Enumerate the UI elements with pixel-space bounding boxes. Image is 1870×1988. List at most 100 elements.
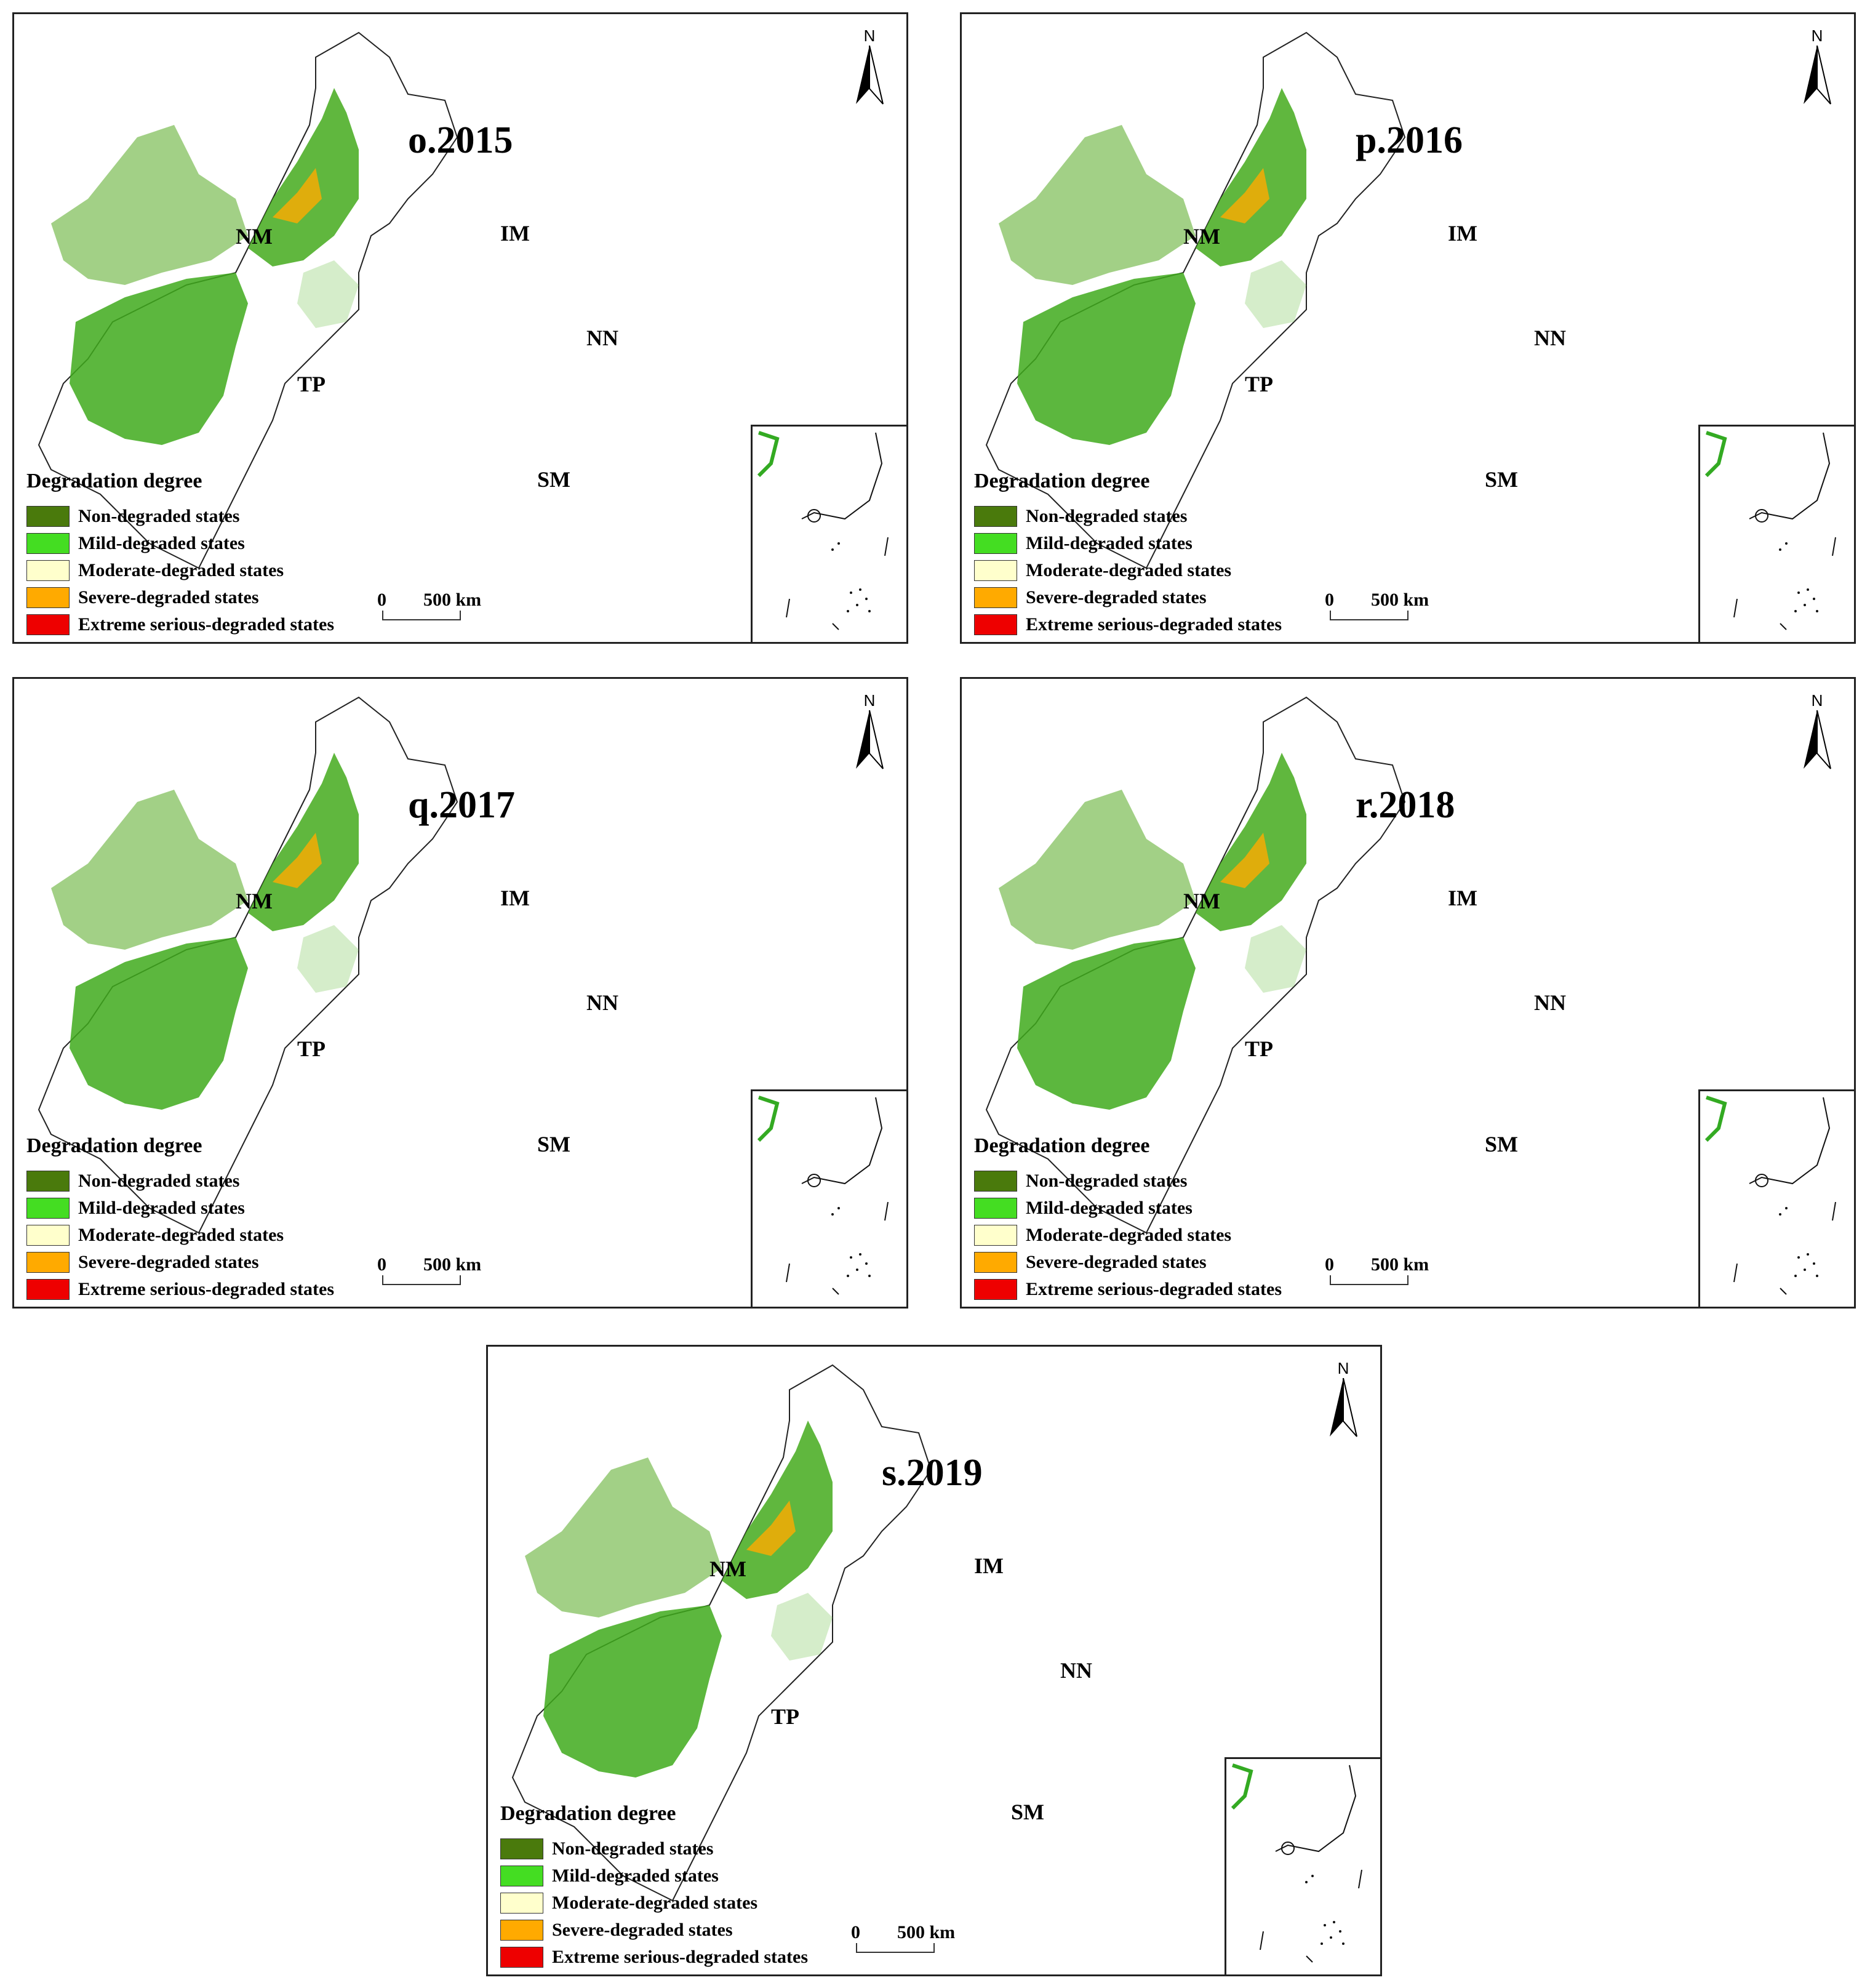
region-label-tp: TP — [1245, 372, 1274, 396]
scale-end: 500 — [423, 1254, 451, 1275]
map-panel-3: r.2018 NM IM NN TP SM Degradation degree… — [960, 677, 1856, 1309]
scale-start: 0 — [377, 1254, 386, 1275]
legend-title: Degradation degree — [26, 470, 202, 492]
legend-swatch — [26, 1171, 70, 1192]
legend-item: Non-degraded states — [974, 1168, 1282, 1195]
legend-title: Degradation degree — [500, 1802, 676, 1825]
legend-swatch — [974, 614, 1017, 635]
panel-title: r.2018 — [1356, 784, 1455, 826]
region-label-sm: SM — [1485, 467, 1518, 492]
china-map — [38, 696, 458, 1234]
north-label: N — [1811, 26, 1823, 45]
legend-label: Mild-degraded states — [552, 1866, 719, 1886]
china-map — [985, 696, 1406, 1234]
scale-unit: km — [1403, 590, 1429, 610]
country-outline — [985, 696, 1406, 1234]
scale-unit: km — [1403, 1254, 1429, 1275]
im-region-fill — [1196, 753, 1306, 931]
north-arrow: N — [851, 691, 888, 771]
im-region-fill — [1196, 88, 1306, 267]
legend-label: Non-degraded states — [78, 506, 240, 526]
region-label-im: IM — [500, 221, 530, 246]
south-china-sea-inset — [1225, 1757, 1380, 1974]
scale-bar-line — [382, 1275, 461, 1285]
region-label-nn: NN — [1534, 326, 1566, 350]
nm-region-fill — [525, 1457, 722, 1617]
map-panel-1: p.2016 NM IM NN TP SM Degradation degree… — [960, 12, 1856, 644]
scale-bar: 0 500 km — [1325, 590, 1429, 620]
north-arrow: N — [851, 26, 888, 106]
region-label-sm: SM — [537, 1132, 570, 1156]
legend-item: Severe-degraded states — [974, 584, 1282, 611]
nm-region-fill — [51, 790, 248, 950]
scale-start: 0 — [1325, 1254, 1334, 1275]
region-label-im: IM — [974, 1553, 1004, 1578]
legend-label: Extreme serious-degraded states — [1026, 1279, 1282, 1299]
legend-item: Severe-degraded states — [974, 1249, 1282, 1276]
legend-label: Moderate-degraded states — [1026, 560, 1232, 580]
legend-item: Moderate-degraded states — [974, 1222, 1282, 1249]
tp-region-fill — [70, 937, 248, 1110]
legend-swatch — [26, 587, 70, 608]
legend-label: Severe-degraded states — [78, 587, 259, 607]
scale-start: 0 — [1325, 590, 1334, 610]
legend-item: Mild-degraded states — [26, 1195, 334, 1222]
legend-item: Moderate-degraded states — [500, 1890, 808, 1917]
legend-label: Extreme serious-degraded states — [1026, 614, 1282, 635]
country-outline — [38, 31, 458, 569]
legend-swatch — [974, 1198, 1017, 1219]
legend: Degradation degree Non-degraded states Mi… — [26, 470, 334, 638]
scale-end: 500 — [1371, 1254, 1399, 1275]
north-arrow-icon — [1804, 710, 1831, 769]
legend: Degradation degree Non-degraded states Mi… — [26, 1134, 334, 1303]
im-severe-patch — [273, 833, 322, 888]
inset-map — [757, 431, 889, 630]
north-arrow: N — [1799, 691, 1836, 771]
panel-title: o.2015 — [408, 119, 513, 161]
north-arrow-icon — [856, 45, 884, 105]
scale-unit: km — [929, 1922, 956, 1942]
legend-item: Severe-degraded states — [26, 1249, 334, 1276]
legend-swatch — [26, 533, 70, 554]
legend-swatch — [500, 1866, 543, 1886]
nm-region-fill — [51, 125, 248, 285]
south-china-sea-inset — [1698, 1089, 1854, 1307]
nn-region-fill — [1245, 260, 1306, 328]
north-arrow: N — [1325, 1359, 1362, 1439]
legend-item: Non-degraded states — [974, 503, 1282, 530]
south-china-sea-inset — [751, 1089, 906, 1307]
legend-item: Severe-degraded states — [26, 584, 334, 611]
region-label-tp: TP — [297, 372, 326, 396]
legend-swatch — [974, 1171, 1017, 1192]
legend-swatch — [26, 614, 70, 635]
legend-item: Moderate-degraded states — [974, 557, 1282, 584]
legend-swatch — [500, 1838, 543, 1859]
legend: Degradation degree Non-degraded states Mi… — [500, 1802, 808, 1971]
inset-map — [1704, 1096, 1836, 1295]
legend-label: Non-degraded states — [1026, 1171, 1188, 1191]
region-label-nn: NN — [1060, 1658, 1092, 1683]
legend-item: Moderate-degraded states — [26, 1222, 334, 1249]
legend-label: Severe-degraded states — [1026, 587, 1207, 607]
south-china-sea-inset — [751, 425, 906, 642]
legend: Degradation degree Non-degraded states Mi… — [974, 470, 1282, 638]
scale-bar-line — [1330, 611, 1408, 620]
north-arrow: N — [1799, 26, 1836, 106]
region-label-tp: TP — [297, 1036, 326, 1061]
legend-label: Mild-degraded states — [1026, 533, 1193, 553]
legend-label: Extreme serious-degraded states — [78, 614, 335, 635]
legend-item: Extreme serious-degraded states — [26, 1276, 334, 1303]
panel-title: p.2016 — [1356, 119, 1463, 161]
region-label-sm: SM — [1011, 1800, 1044, 1824]
region-label-tp: TP — [771, 1704, 800, 1729]
region-label-im: IM — [500, 886, 530, 910]
legend-item: Non-degraded states — [500, 1835, 808, 1862]
scale-unit: km — [455, 1254, 482, 1275]
inset-map — [1704, 431, 1836, 630]
legend-item: Extreme serious-degraded states — [974, 611, 1282, 638]
scale-bar: 0 500 km — [377, 1254, 481, 1285]
legend-label: Moderate-degraded states — [1026, 1225, 1232, 1245]
im-severe-patch — [746, 1501, 796, 1556]
im-region-fill — [722, 1421, 833, 1599]
inset-map — [1231, 1763, 1362, 1963]
